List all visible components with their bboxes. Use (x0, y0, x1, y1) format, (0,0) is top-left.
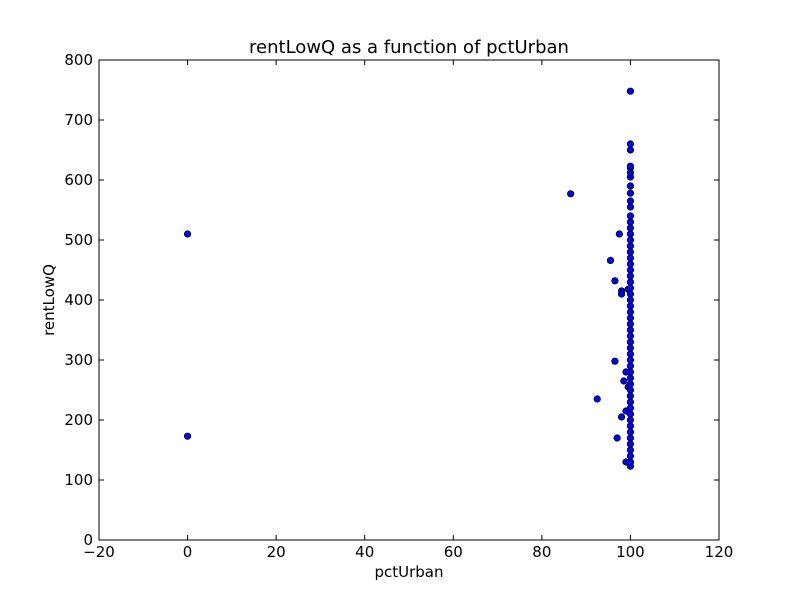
point (626, 428, 635, 436)
x-tick-label: 40 (355, 543, 374, 561)
x-tick-label: −20 (83, 543, 115, 561)
y-axis-label: rentLowQ (40, 264, 58, 336)
y-tick-label: 300 (64, 351, 93, 369)
x-tick-label: 20 (267, 543, 286, 561)
point (611, 277, 619, 285)
point (626, 260, 635, 268)
point (626, 410, 635, 418)
point (626, 308, 635, 316)
point (626, 314, 635, 322)
point (626, 416, 635, 424)
point (626, 320, 635, 328)
point (626, 398, 635, 406)
point (626, 296, 635, 304)
point (626, 284, 635, 292)
point (626, 368, 635, 376)
point (626, 236, 635, 244)
point (626, 338, 635, 346)
point (626, 218, 635, 226)
point (611, 357, 619, 365)
point (606, 256, 615, 264)
point (626, 182, 635, 190)
point (626, 254, 635, 262)
point (626, 458, 635, 466)
point (593, 395, 601, 403)
x-tick-label: 120 (705, 543, 734, 561)
y-tick-label: 0 (83, 531, 93, 549)
x-tick-label: 100 (616, 543, 645, 561)
y-tick-label: 200 (64, 411, 93, 429)
plot-frame (98, 59, 720, 541)
point (626, 212, 635, 220)
point (626, 326, 635, 334)
point (183, 230, 192, 238)
point (626, 87, 635, 95)
y-tick-label: 100 (64, 471, 93, 489)
point (626, 344, 635, 352)
point (626, 197, 635, 205)
point (626, 404, 635, 412)
point (626, 422, 635, 430)
point (626, 230, 635, 238)
point (626, 350, 635, 358)
x-tick-label: 0 (183, 543, 193, 561)
y-tick-label: 600 (64, 171, 93, 189)
point (626, 146, 635, 154)
point (626, 332, 635, 340)
chart-title: rentLowQ as a function of pctUrban (249, 37, 569, 58)
y-tick-label: 800 (64, 51, 93, 69)
point (626, 140, 635, 148)
point (626, 392, 635, 400)
point (626, 440, 635, 448)
point (626, 290, 635, 298)
point (626, 266, 635, 274)
point (615, 230, 623, 238)
x-tick-label: 80 (532, 543, 551, 561)
x-tick-label: 60 (444, 543, 463, 561)
x-axis-label: pctUrban (374, 563, 443, 581)
point (626, 452, 635, 460)
point (626, 189, 635, 197)
point (626, 162, 635, 170)
point (617, 413, 626, 421)
point (613, 434, 621, 442)
point (567, 190, 575, 198)
point (626, 374, 635, 382)
y-tick-label: 500 (64, 231, 93, 249)
point (620, 377, 628, 385)
point (626, 356, 635, 364)
point (626, 203, 635, 211)
point (626, 302, 635, 310)
point (183, 432, 192, 440)
y-tick-label: 400 (64, 291, 93, 309)
point (626, 446, 635, 454)
point (626, 272, 635, 280)
point (626, 362, 635, 370)
point (626, 434, 635, 442)
point (617, 290, 626, 298)
point (626, 224, 635, 232)
point (626, 386, 635, 394)
point (626, 380, 635, 388)
point (626, 248, 635, 256)
point (626, 278, 635, 286)
y-tick-label: 700 (64, 111, 93, 129)
point (626, 242, 635, 250)
